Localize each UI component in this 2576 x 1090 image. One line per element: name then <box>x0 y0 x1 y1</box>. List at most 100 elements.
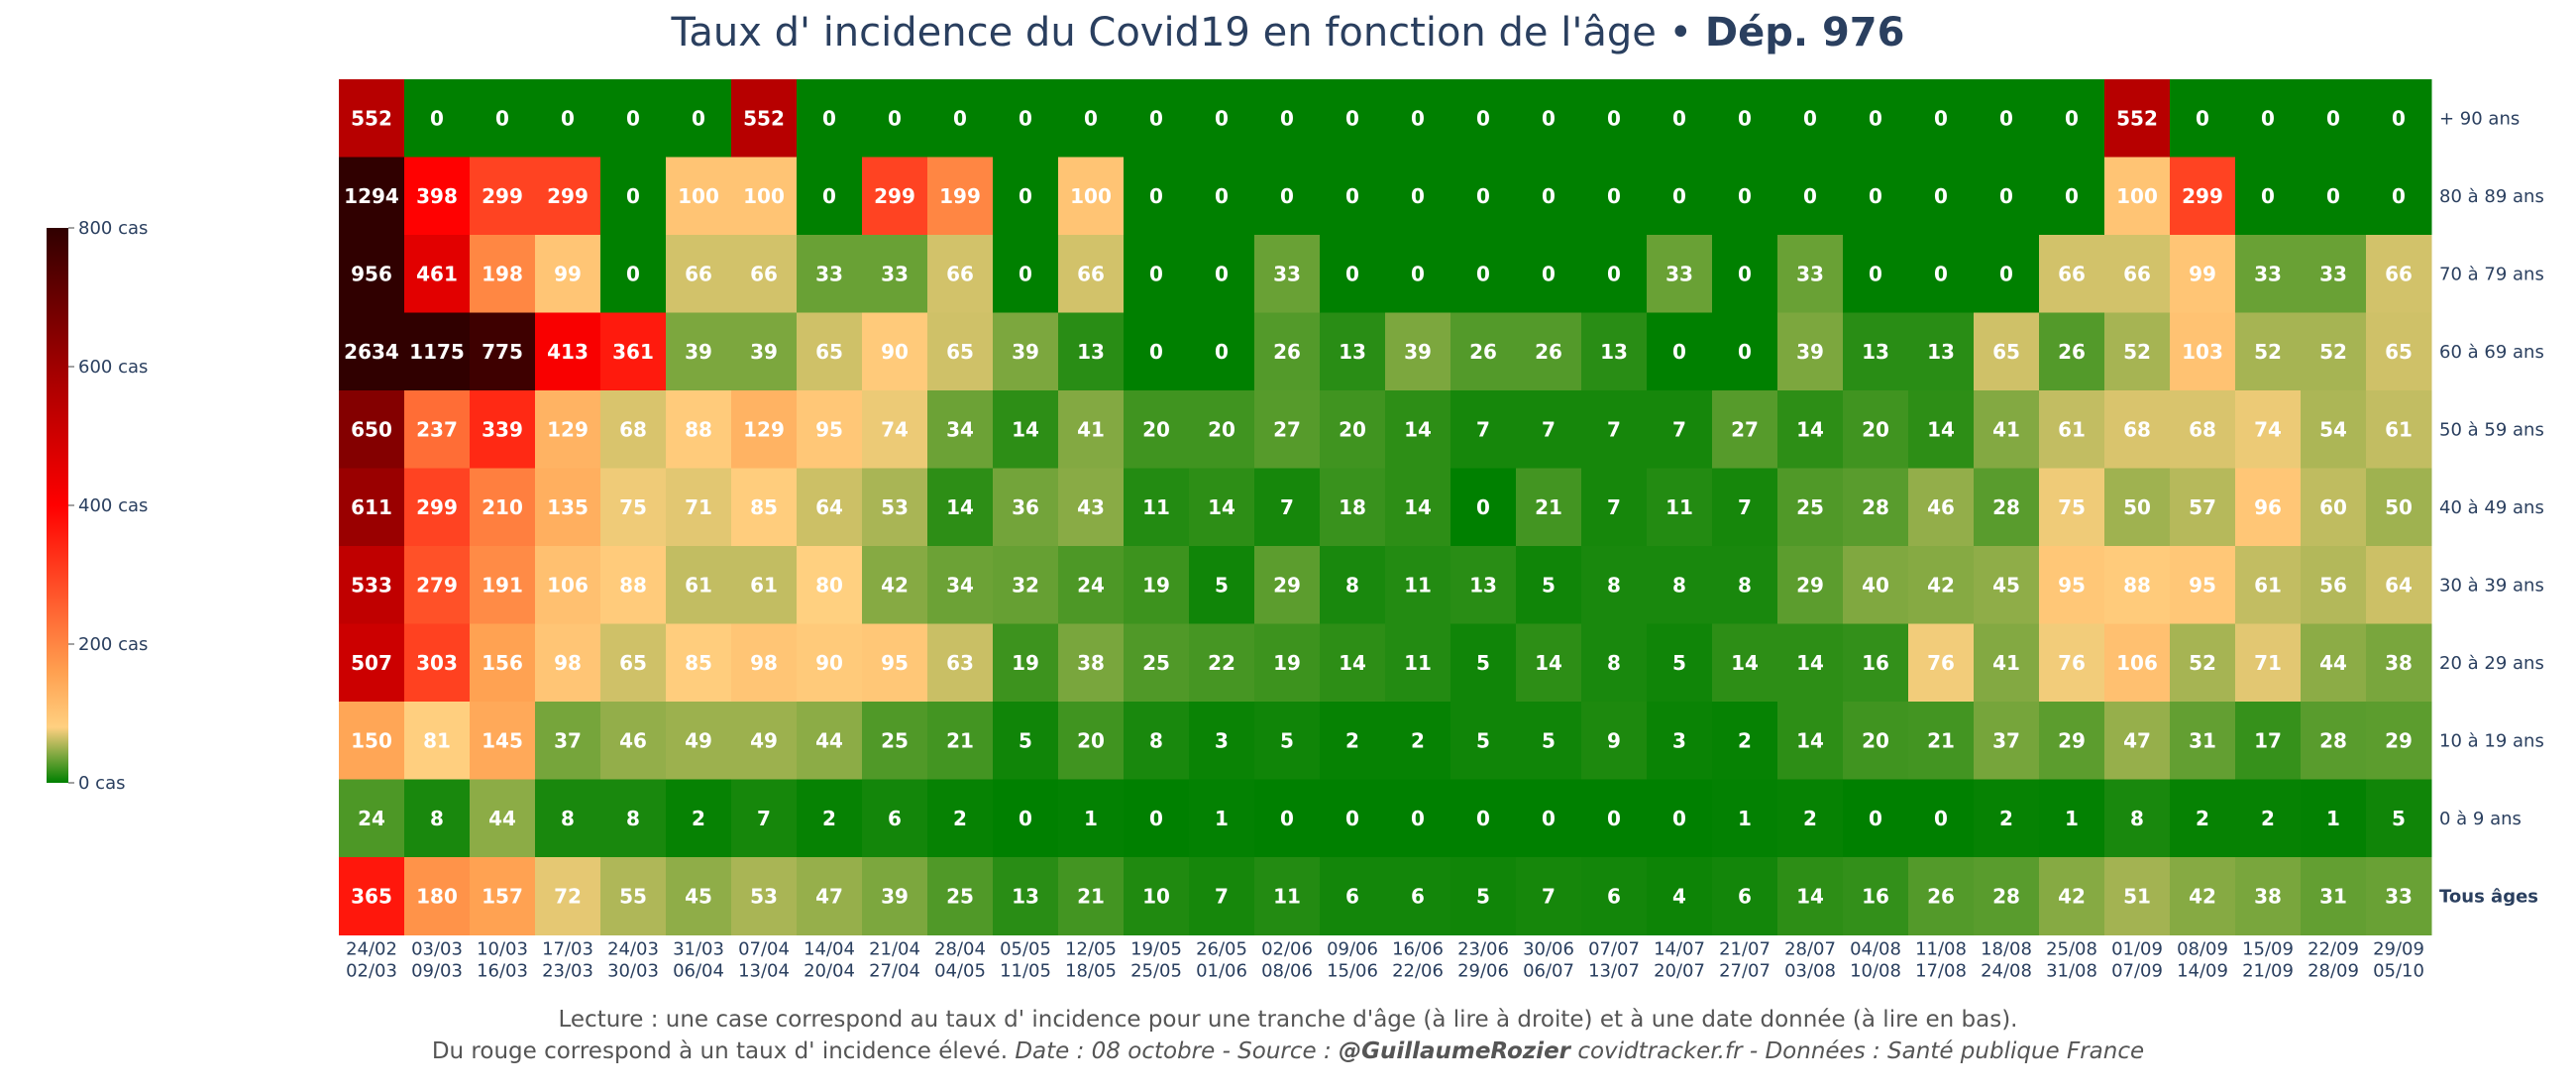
colorbar-tick-label: 200 cas <box>78 634 148 655</box>
heatmap-cell <box>339 235 405 313</box>
heatmap-cell <box>1320 779 1386 858</box>
x-tick-label-end: 29/06 <box>1457 961 1509 982</box>
cell-value-label: 26 <box>2058 340 2086 364</box>
cell-value-label: 61 <box>2385 417 2413 441</box>
heatmap-cell <box>927 623 994 703</box>
heatmap-cell <box>1908 623 1975 703</box>
cell-value-label: 180 <box>416 884 458 908</box>
cell-value-label: 5 <box>1542 573 1556 597</box>
cell-value-label: 0 <box>1869 262 1882 285</box>
heatmap-cell <box>339 79 405 158</box>
heatmap-cell <box>666 468 732 547</box>
heatmap-cell <box>666 857 732 935</box>
heatmap-cell <box>666 157 732 236</box>
cell-value-label: 0 <box>1869 807 1882 830</box>
heatmap-cell <box>1450 702 1517 780</box>
heatmap-cell <box>535 235 601 313</box>
cell-value-label: 74 <box>2254 417 2282 441</box>
heatmap-cell <box>470 235 536 313</box>
heatmap-cell <box>1058 79 1125 158</box>
cell-value-label: 66 <box>2123 262 2151 285</box>
heatmap-cell <box>2301 546 2367 624</box>
heatmap-cell <box>1516 546 1582 624</box>
heatmap-cell <box>2301 702 2367 780</box>
heatmap-cell <box>1189 468 1255 547</box>
cell-value-label: 61 <box>2058 417 2086 441</box>
cell-value-label: 33 <box>2254 262 2282 285</box>
cell-value-label: 0 <box>1019 106 1032 130</box>
heatmap-cell <box>1974 546 2040 624</box>
heatmap-cell <box>2366 857 2432 935</box>
cell-value-label: 237 <box>416 417 458 441</box>
row-label: 10 à 19 ans <box>2439 730 2544 751</box>
cell-value-label: 0 <box>1999 262 2013 285</box>
cell-value-label: 0 <box>1149 184 1163 208</box>
cell-value-label: 157 <box>482 884 523 908</box>
cell-value-label: 0 <box>1215 340 1229 364</box>
cell-value-label: 210 <box>482 495 523 519</box>
cell-value-label: 68 <box>2123 417 2151 441</box>
cell-value-label: 0 <box>888 106 902 130</box>
heatmap-cell <box>1843 157 1909 236</box>
heatmap-cell <box>1712 857 1778 935</box>
cell-value-label: 1 <box>2326 807 2340 830</box>
heatmap-cell <box>2366 623 2432 703</box>
heatmap-cell <box>2301 779 2367 858</box>
heatmap-cell <box>1843 779 1909 858</box>
cell-value-label: 74 <box>881 417 909 441</box>
heatmap-cell <box>1974 468 2040 547</box>
cell-value-label: 42 <box>1927 573 1955 597</box>
cell-value-label: 71 <box>685 495 712 519</box>
x-tick-label-end: 10/08 <box>1850 961 1901 982</box>
cell-value-label: 7 <box>1476 417 1490 441</box>
cell-value-label: 0 <box>2261 106 2275 130</box>
row-label: 60 à 69 ans <box>2439 342 2544 363</box>
row-label: 50 à 59 ans <box>2439 419 2544 440</box>
cell-value-label: 63 <box>946 651 974 675</box>
cell-value-label: 0 <box>1149 106 1163 130</box>
cell-value-label: 24 <box>358 807 385 830</box>
cell-value-label: 1294 <box>344 184 399 208</box>
cell-value-label: 47 <box>815 884 843 908</box>
cell-value-label: 81 <box>423 728 451 752</box>
heatmap-cell <box>1516 623 1582 703</box>
cell-value-label: 0 <box>1345 106 1359 130</box>
heatmap-cell <box>1777 157 1844 236</box>
heatmap-cell <box>2170 390 2236 469</box>
x-tick-label-end: 17/08 <box>1915 961 1967 982</box>
cell-value-label: 0 <box>1607 807 1621 830</box>
cell-value-label: 0 <box>1672 106 1686 130</box>
cell-value-label: 0 <box>1411 184 1425 208</box>
cell-value-label: 75 <box>619 495 647 519</box>
heatmap-cell <box>1385 390 1451 469</box>
heatmap-cell <box>1581 235 1648 313</box>
cell-value-label: 33 <box>1665 262 1693 285</box>
cell-value-label: 2 <box>692 807 705 830</box>
cell-value-label: 13 <box>1862 340 1889 364</box>
heatmap-cell <box>1581 623 1648 703</box>
cell-value-label: 65 <box>815 340 843 364</box>
cell-value-label: 52 <box>2189 651 2216 675</box>
cell-value-label: 28 <box>1862 495 1889 519</box>
cell-value-label: 39 <box>1012 340 1039 364</box>
heatmap-cell <box>2104 390 2171 469</box>
heatmap-cell <box>1189 390 1255 469</box>
cell-value-label: 7 <box>1607 495 1621 519</box>
cell-value-label: 17 <box>2254 728 2282 752</box>
heatmap-cell <box>1908 468 1975 547</box>
heatmap-cell <box>1450 79 1517 158</box>
heatmap-cell <box>1516 235 1582 313</box>
row-label: Tous âges <box>2439 886 2538 907</box>
heatmap-cell <box>2104 468 2171 547</box>
heatmap-cell <box>731 623 798 703</box>
cell-value-label: 33 <box>815 262 843 285</box>
heatmap-cell <box>1908 857 1975 935</box>
heatmap-cell <box>2366 390 2432 469</box>
heatmap-cell <box>1777 702 1844 780</box>
heatmap-cell <box>1450 623 1517 703</box>
heatmap-cell <box>927 390 994 469</box>
heatmap-cell <box>470 468 536 547</box>
x-tick-label-end: 21/09 <box>2242 961 2294 982</box>
cell-value-label: 61 <box>750 573 778 597</box>
cell-value-label: 103 <box>2182 340 2223 364</box>
